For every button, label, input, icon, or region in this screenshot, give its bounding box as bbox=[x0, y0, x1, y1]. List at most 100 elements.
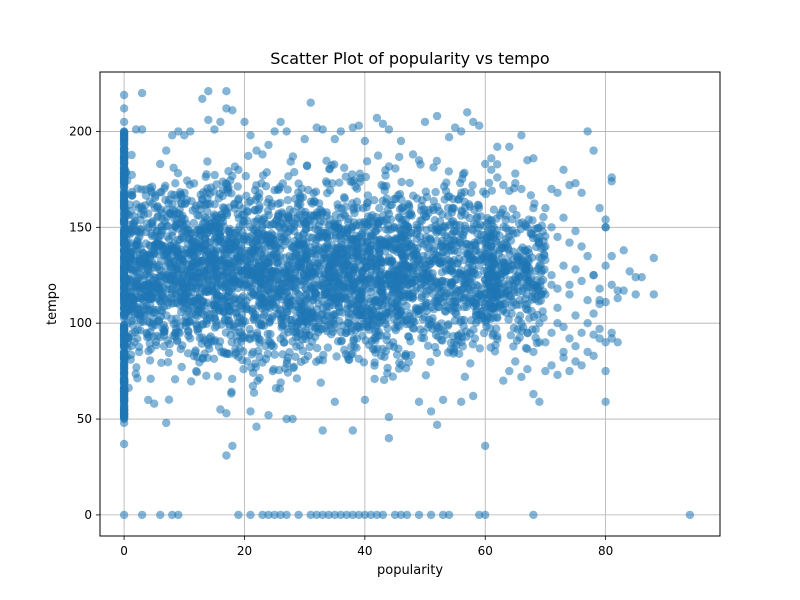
data-point-cloud bbox=[284, 172, 293, 181]
data-point-cloud bbox=[477, 307, 486, 316]
data-point bbox=[547, 184, 556, 194]
data-point-cloud bbox=[246, 223, 255, 232]
data-point-cloud bbox=[299, 228, 309, 238]
data-point-cloud bbox=[443, 203, 453, 213]
data-point-cloud bbox=[172, 319, 181, 328]
data-point-cloud bbox=[349, 336, 358, 345]
data-point-cloud bbox=[384, 162, 394, 171]
data-point bbox=[541, 203, 550, 213]
data-point-cloud bbox=[531, 325, 540, 334]
data-point-cloud bbox=[289, 362, 299, 371]
data-point bbox=[222, 409, 231, 418]
data-point-cloud bbox=[233, 271, 243, 281]
data-point-cloud bbox=[509, 247, 518, 256]
data-point-cloud bbox=[406, 239, 415, 249]
data-point bbox=[613, 286, 622, 295]
data-point-cloud bbox=[401, 364, 411, 373]
data-point-cloud bbox=[432, 156, 442, 166]
chart-title: Scatter Plot of popularity vs tempo bbox=[270, 49, 549, 68]
data-point bbox=[264, 411, 273, 420]
data-point-cloud bbox=[160, 217, 169, 226]
data-point bbox=[144, 395, 153, 405]
data-point bbox=[625, 267, 634, 276]
data-point-cloud bbox=[136, 318, 145, 327]
data-point-cloud bbox=[203, 157, 212, 166]
y-tick-label: 50 bbox=[77, 412, 92, 426]
data-point bbox=[426, 510, 436, 520]
data-point-cloud bbox=[340, 163, 349, 172]
data-point-cloud bbox=[119, 333, 129, 343]
data-point-cloud bbox=[219, 295, 229, 304]
data-point-cloud bbox=[129, 294, 138, 304]
data-point-cloud bbox=[495, 231, 504, 240]
data-point bbox=[330, 510, 339, 520]
data-point-cloud bbox=[279, 241, 288, 250]
data-point-cloud bbox=[209, 258, 218, 268]
data-point-cloud bbox=[489, 258, 499, 268]
data-point-cloud bbox=[127, 287, 136, 297]
data-point-cloud bbox=[250, 185, 260, 195]
data-point bbox=[601, 215, 610, 224]
data-point bbox=[162, 418, 171, 428]
data-point-cloud bbox=[362, 203, 371, 212]
data-point bbox=[119, 157, 129, 167]
data-point-cloud bbox=[468, 267, 478, 276]
data-point bbox=[589, 330, 598, 339]
data-point-cloud bbox=[378, 196, 387, 205]
data-point bbox=[228, 106, 237, 115]
data-point bbox=[607, 177, 616, 186]
data-point-cloud bbox=[488, 331, 497, 340]
data-point bbox=[438, 510, 448, 520]
data-point-cloud bbox=[127, 206, 136, 216]
data-point-cloud bbox=[316, 378, 325, 387]
data-point-cloud bbox=[313, 344, 322, 353]
data-point-cloud bbox=[445, 220, 454, 230]
data-point bbox=[252, 146, 261, 155]
data-point-cloud bbox=[453, 248, 463, 257]
data-point-cloud bbox=[468, 181, 477, 190]
data-point-cloud bbox=[278, 179, 288, 188]
data-point-cloud bbox=[305, 342, 314, 352]
data-point-cloud bbox=[337, 240, 346, 249]
data-point-cloud bbox=[271, 267, 281, 276]
data-point bbox=[559, 353, 568, 362]
data-point bbox=[378, 510, 388, 520]
data-point-cloud bbox=[251, 195, 260, 204]
data-point-cloud bbox=[210, 323, 220, 332]
data-point-cloud bbox=[384, 276, 393, 286]
data-point-cloud bbox=[453, 258, 462, 268]
data-point-cloud bbox=[300, 256, 310, 265]
data-point bbox=[595, 324, 604, 334]
data-point-cloud bbox=[211, 303, 220, 312]
data-point bbox=[529, 510, 538, 520]
x-axis-label: popularity bbox=[377, 563, 443, 578]
data-point bbox=[360, 395, 370, 405]
data-point-cloud bbox=[130, 266, 140, 276]
data-point-cloud bbox=[227, 387, 236, 396]
data-point-cloud bbox=[310, 216, 319, 226]
data-point-cloud bbox=[457, 337, 466, 346]
data-point-cloud bbox=[241, 171, 250, 181]
data-point-cloud bbox=[504, 315, 513, 324]
data-point-cloud bbox=[119, 228, 129, 237]
data-point bbox=[511, 169, 520, 178]
data-point bbox=[547, 361, 556, 370]
data-point-cloud bbox=[539, 212, 548, 222]
data-point-cloud bbox=[422, 287, 431, 296]
data-point-cloud bbox=[210, 170, 219, 180]
data-point bbox=[156, 159, 165, 169]
data-point-cloud bbox=[268, 297, 277, 306]
data-point bbox=[240, 117, 249, 127]
data-point-cloud bbox=[191, 348, 200, 357]
data-point-cloud bbox=[335, 178, 344, 187]
data-point bbox=[119, 90, 129, 100]
data-point-cloud bbox=[487, 216, 496, 225]
data-point-cloud bbox=[295, 326, 304, 335]
data-point-cloud bbox=[216, 237, 225, 247]
data-point-cloud bbox=[250, 310, 260, 319]
data-point-cloud bbox=[276, 315, 286, 324]
data-point-cloud bbox=[429, 163, 438, 172]
data-point-cloud bbox=[231, 344, 240, 354]
data-point-cloud bbox=[397, 195, 406, 204]
data-point bbox=[565, 238, 574, 247]
